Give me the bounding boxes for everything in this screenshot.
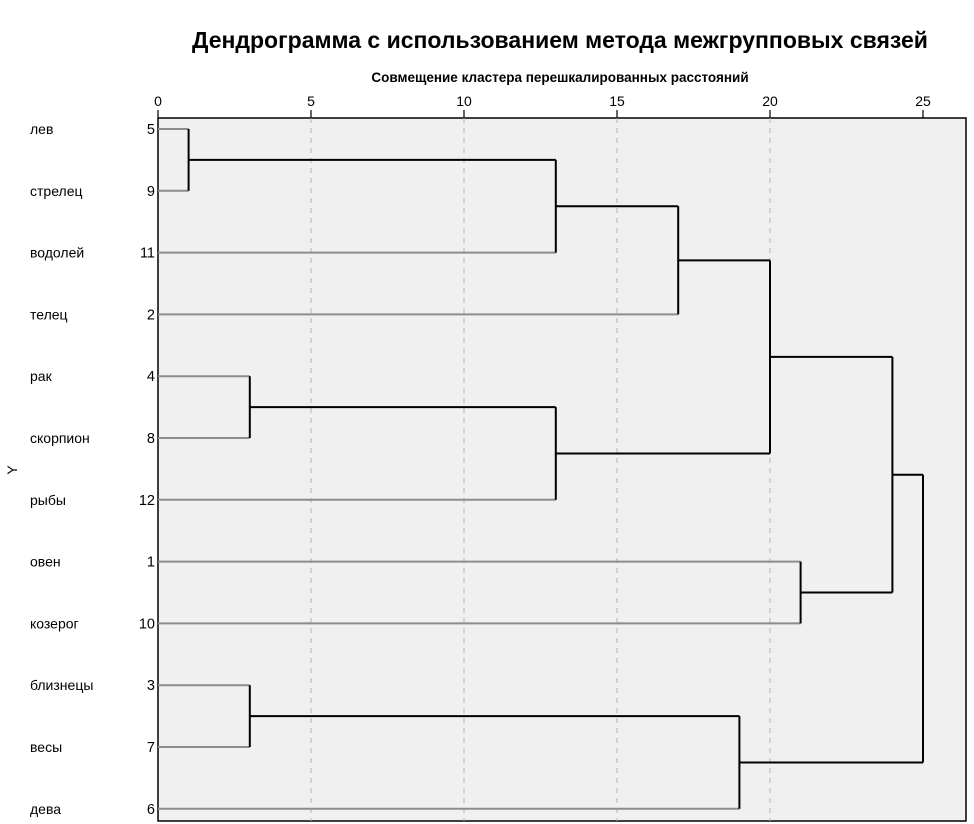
leaf-label: рыбы (30, 492, 66, 508)
y-axis-label: Y (4, 465, 20, 475)
dendrogram-lines (158, 128, 924, 810)
leaf-id: 5 (147, 122, 155, 138)
x-tick-label: 20 (762, 93, 778, 109)
x-axis-ticks: 0 5 10 15 20 25 (154, 93, 931, 118)
leaf-label: водолей (30, 245, 84, 261)
leaf-label: овен (30, 554, 61, 570)
leaf-label: весы (30, 739, 62, 755)
leaf-id: 2 (147, 307, 155, 323)
x-tick-label: 0 (154, 93, 162, 109)
leaf-label: близнецы (30, 677, 93, 693)
x-tick-label: 25 (915, 93, 931, 109)
leaf-id: 10 (139, 616, 155, 632)
leaf-label: козерог (30, 615, 79, 631)
leaf-id: 1 (147, 555, 155, 571)
leaf-label: рак (30, 368, 53, 384)
leaf-id: 7 (147, 740, 155, 756)
leaf-id: 11 (140, 246, 155, 262)
leaf-label: дева (30, 801, 61, 817)
leaf-label: стрелец (30, 183, 83, 199)
leaf-id: 6 (147, 802, 155, 818)
leaf-id: 8 (147, 431, 155, 447)
grid-lines (310, 118, 771, 821)
x-axis-label: Совмещение кластера перешкалированных ра… (371, 70, 748, 85)
leaf-label: лев (30, 121, 53, 137)
chart-title: Дендрограмма с использованием метода меж… (192, 27, 928, 53)
leaf-id: 9 (147, 184, 155, 200)
x-tick-label: 5 (307, 93, 315, 109)
x-tick-label: 15 (609, 93, 625, 109)
leaf-id: 12 (139, 493, 155, 509)
leaf-label: телец (30, 306, 68, 322)
leaf-id: 3 (147, 678, 155, 694)
leaf-labels: лев 5 стрелец 9 водолей 11 телец 2 рак 4 скорпион 8… (30, 121, 155, 818)
x-tick-label: 10 (456, 93, 472, 109)
leaf-id: 4 (147, 369, 155, 385)
plot-area (157, 117, 967, 822)
leaf-label: скорпион (30, 430, 90, 446)
